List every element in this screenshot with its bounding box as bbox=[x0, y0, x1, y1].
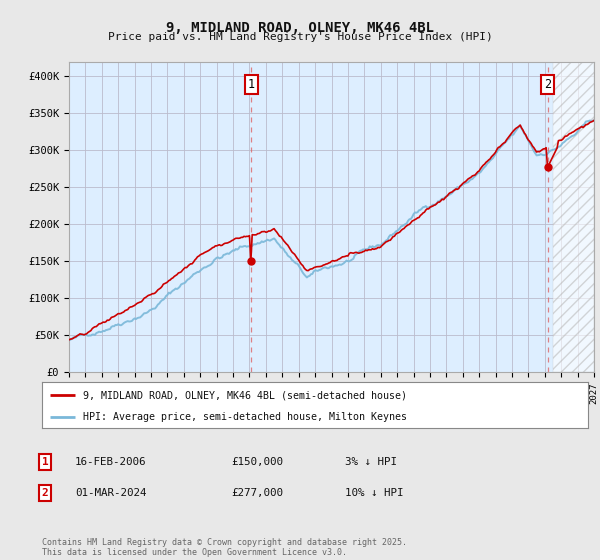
Text: Contains HM Land Registry data © Crown copyright and database right 2025.
This d: Contains HM Land Registry data © Crown c… bbox=[42, 538, 407, 557]
Text: 9, MIDLAND ROAD, OLNEY, MK46 4BL: 9, MIDLAND ROAD, OLNEY, MK46 4BL bbox=[166, 21, 434, 35]
Text: 9, MIDLAND ROAD, OLNEY, MK46 4BL (semi-detached house): 9, MIDLAND ROAD, OLNEY, MK46 4BL (semi-d… bbox=[83, 390, 407, 400]
Text: 10% ↓ HPI: 10% ↓ HPI bbox=[345, 488, 404, 498]
Text: 2: 2 bbox=[41, 488, 49, 498]
Text: 16-FEB-2006: 16-FEB-2006 bbox=[75, 457, 146, 467]
Text: 1: 1 bbox=[248, 78, 255, 91]
Text: 01-MAR-2024: 01-MAR-2024 bbox=[75, 488, 146, 498]
Text: £277,000: £277,000 bbox=[231, 488, 283, 498]
Text: £150,000: £150,000 bbox=[231, 457, 283, 467]
Text: Price paid vs. HM Land Registry's House Price Index (HPI): Price paid vs. HM Land Registry's House … bbox=[107, 32, 493, 42]
Text: HPI: Average price, semi-detached house, Milton Keynes: HPI: Average price, semi-detached house,… bbox=[83, 412, 407, 422]
Text: 1: 1 bbox=[41, 457, 49, 467]
Text: 3% ↓ HPI: 3% ↓ HPI bbox=[345, 457, 397, 467]
Text: 2: 2 bbox=[544, 78, 551, 91]
